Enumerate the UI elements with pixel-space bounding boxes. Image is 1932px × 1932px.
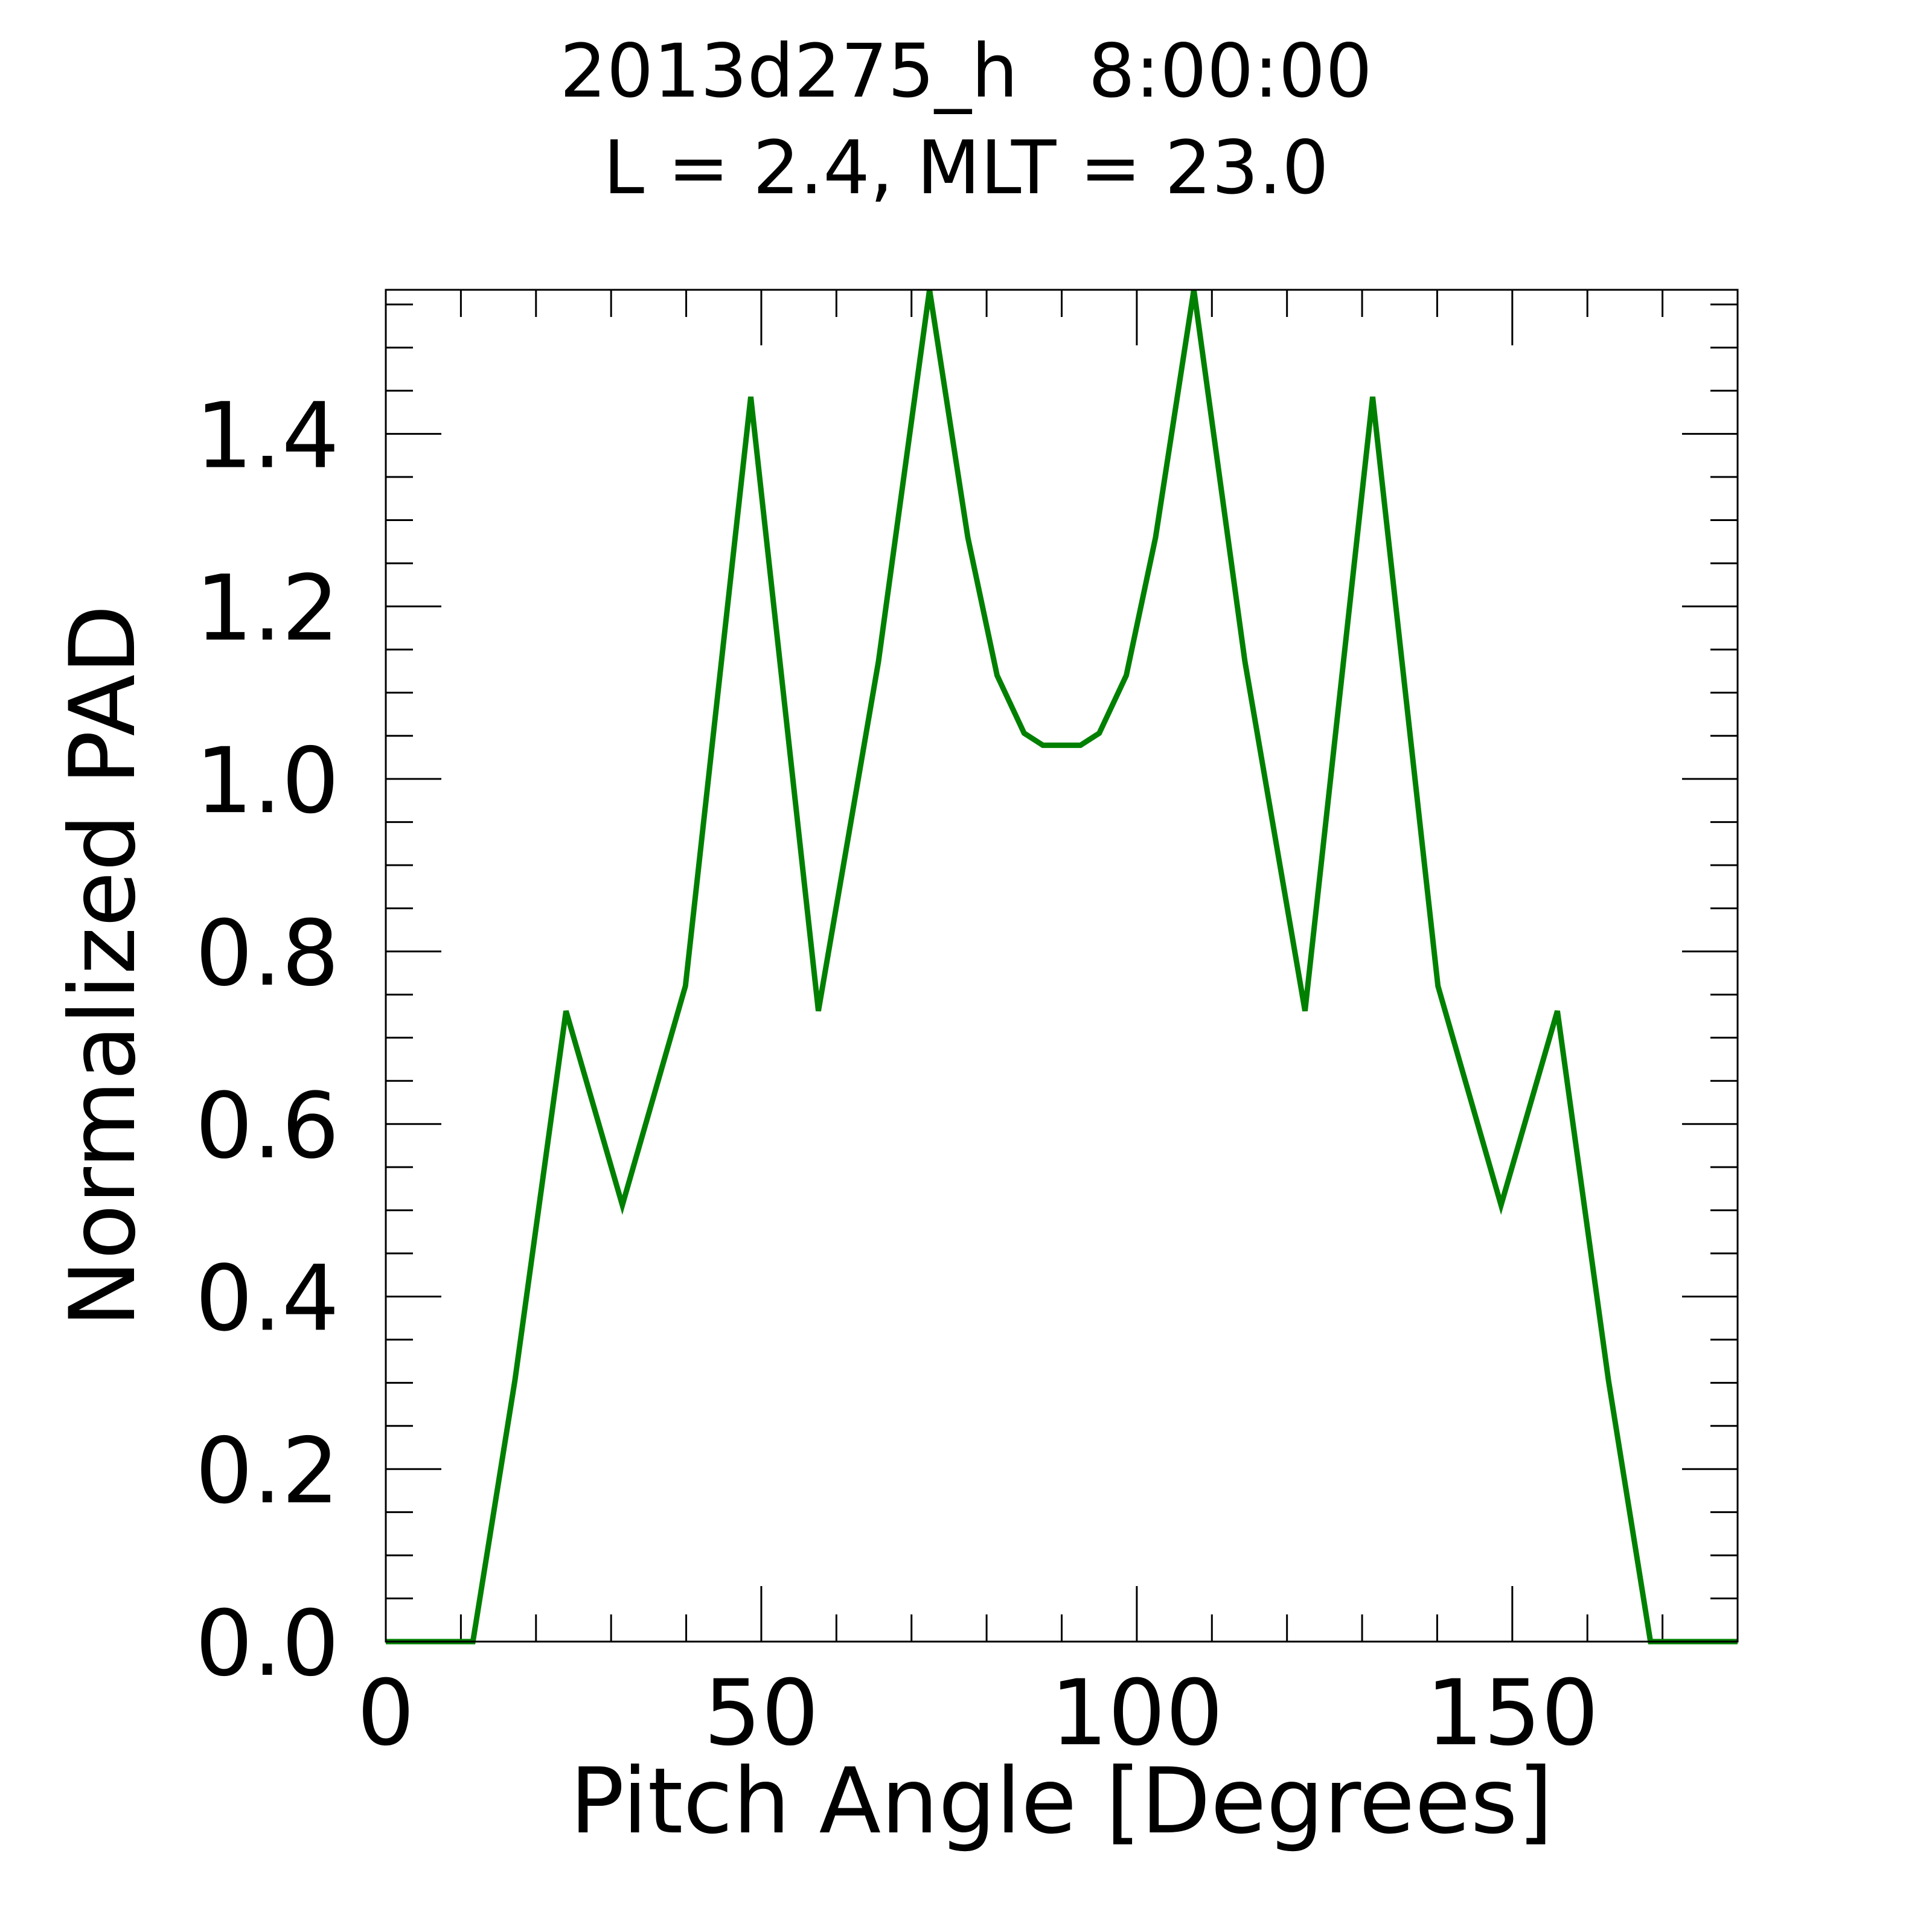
y-axis-label: Normalized PAD (51, 604, 156, 1327)
y-tick-label: 0.6 (195, 1074, 339, 1179)
y-tick-label: 0.2 (195, 1419, 339, 1524)
y-tick-label: 0.4 (195, 1246, 339, 1351)
x-tick-label: 50 (704, 1661, 819, 1766)
y-tick-label: 1.0 (195, 729, 339, 834)
y-tick-label: 0.8 (195, 901, 339, 1006)
pad-series-line (386, 289, 1738, 1645)
y-tick-label: 1.4 (195, 384, 339, 489)
x-tick-label: 150 (1426, 1661, 1599, 1766)
x-axis-label: Pitch Angle [Degrees] (570, 1749, 1553, 1854)
y-tick-label: 0.0 (195, 1591, 339, 1697)
x-tick-label: 0 (357, 1661, 414, 1766)
plot-frame (385, 289, 1739, 1643)
x-tick-label: 100 (1051, 1661, 1223, 1766)
axis-ticks (385, 290, 1739, 1643)
chart-title-line1: 2013d275_h 8:00:00 (560, 28, 1372, 114)
y-tick-label: 1.2 (195, 556, 339, 661)
chart-title-line2: L = 2.4, MLT = 23.0 (603, 125, 1329, 211)
tick-labels: 0 50 100 150 0.0 0.2 0.4 0.6 0.8 1.0 1.2 1.4 (195, 384, 1599, 1766)
